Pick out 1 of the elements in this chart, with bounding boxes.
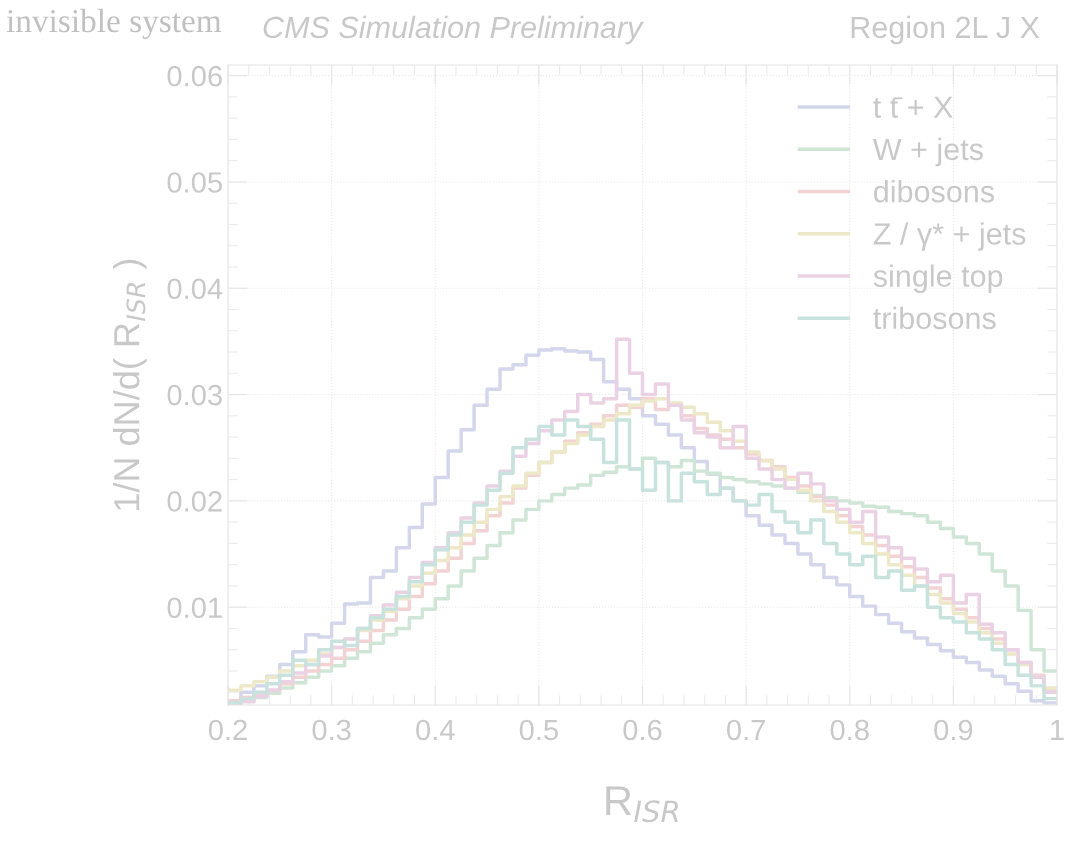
text: invisible system	[6, 8, 222, 40]
